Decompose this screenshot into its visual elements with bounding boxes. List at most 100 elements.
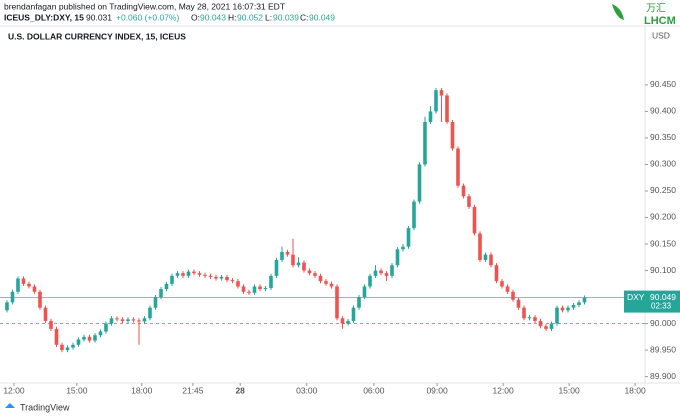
- candle-body: [93, 335, 97, 341]
- y-tick-label: 90.300: [650, 159, 676, 169]
- candle-body: [560, 307, 565, 311]
- logo-leaf: [612, 4, 624, 20]
- candle-body: [247, 291, 251, 293]
- candle-body: [467, 196, 471, 207]
- h-value: 90.052: [237, 12, 263, 22]
- last-symbol: DXY: [627, 292, 645, 302]
- candle-body: [500, 281, 504, 287]
- candle-body: [582, 297, 587, 303]
- candle-body: [32, 286, 37, 292]
- candle-body: [153, 297, 158, 308]
- candle-body: [203, 274, 207, 276]
- candle-body: [406, 228, 411, 247]
- candle-body: [126, 319, 130, 321]
- chart-title: U.S. DOLLAR CURRENCY INDEX, 15, ICEUS: [8, 31, 186, 41]
- candle-body: [82, 336, 86, 340]
- x-tick-label: 15:00: [66, 385, 88, 395]
- candle-body: [549, 323, 554, 329]
- h-label: H:: [228, 12, 237, 22]
- candle-body: [43, 307, 48, 321]
- candle-body: [379, 270, 383, 274]
- candle-body: [445, 95, 449, 123]
- x-tick-label: 21:45: [182, 385, 204, 395]
- candle-body: [494, 265, 499, 282]
- candle-body: [489, 254, 493, 266]
- candle-body: [538, 320, 543, 327]
- candle-body: [335, 286, 339, 319]
- x-tick-label: 09:00: [426, 385, 448, 395]
- candle-body: [241, 286, 246, 292]
- candle-body: [368, 275, 372, 287]
- candle-body: [412, 201, 416, 229]
- last-price: 90.049: [650, 292, 676, 302]
- candle-body: [5, 302, 9, 311]
- c-label: C:: [300, 12, 309, 22]
- l-label: L:: [265, 12, 272, 22]
- y-tick-label: 90.000: [650, 318, 676, 328]
- candle-body: [87, 336, 92, 341]
- y-tick-label: 90.450: [650, 79, 676, 89]
- candle-body: [478, 233, 482, 260]
- candle-body: [313, 273, 317, 276]
- candle-body: [159, 289, 163, 298]
- y-tick-label: 90.400: [650, 106, 676, 116]
- candle-body: [197, 273, 202, 275]
- candle-body: [258, 286, 262, 290]
- candle-body: [120, 319, 125, 321]
- candle-body: [357, 297, 361, 308]
- candle-body: [461, 185, 466, 197]
- y-unit: USD: [652, 30, 670, 40]
- candle-body: [505, 286, 510, 292]
- candle-body: [571, 305, 576, 308]
- candle-body: [230, 280, 235, 282]
- candle-body: [175, 273, 180, 276]
- price: 90.031: [86, 12, 112, 22]
- candle-body: [10, 291, 15, 303]
- x-tick-label: 12:00: [492, 385, 514, 395]
- y-tick-label: 90.150: [650, 238, 676, 248]
- candle-body: [71, 344, 75, 348]
- candle-body: [296, 262, 301, 266]
- candle-body: [351, 307, 356, 321]
- candle-body: [417, 164, 422, 202]
- candle-body: [291, 254, 295, 266]
- y-tick-label: 90.100: [650, 265, 676, 275]
- candle-body: [164, 283, 169, 290]
- candle-body: [27, 283, 31, 287]
- y-tick-label: 90.350: [650, 132, 676, 142]
- o-label: O:: [191, 12, 200, 22]
- logo-en: LHCM: [644, 15, 676, 27]
- last-price-box: [624, 290, 680, 313]
- change: +0.060 (+0.07%): [116, 12, 179, 22]
- symbol: ICEUS_DLY:DXY, 15: [4, 12, 84, 22]
- candle-body: [395, 249, 400, 266]
- candle-body: [181, 273, 185, 276]
- candle-body: [307, 270, 312, 274]
- candle-body: [555, 307, 559, 324]
- candle-body: [263, 288, 268, 290]
- candle-body: [511, 291, 515, 300]
- candle-body: [269, 275, 273, 289]
- candle-body: [472, 206, 477, 234]
- candle-body: [109, 318, 114, 324]
- candle-body: [324, 281, 328, 284]
- candle-body: [456, 148, 460, 186]
- y-tick-label: 89.950: [650, 344, 676, 354]
- candle-body: [346, 320, 350, 324]
- candle-body: [285, 251, 290, 255]
- candle-body: [384, 273, 389, 276]
- candle-body: [208, 275, 213, 277]
- candle-body: [225, 276, 229, 281]
- o-value: 90.043: [200, 12, 226, 22]
- candle-body: [137, 320, 141, 322]
- candle-body: [16, 278, 20, 292]
- x-tick-label: 18:00: [131, 385, 153, 395]
- x-tick-label: 28: [235, 385, 245, 395]
- candle-body: [390, 265, 394, 276]
- candle-body: [98, 331, 103, 336]
- candle-body: [170, 275, 174, 284]
- candle-body: [214, 276, 218, 279]
